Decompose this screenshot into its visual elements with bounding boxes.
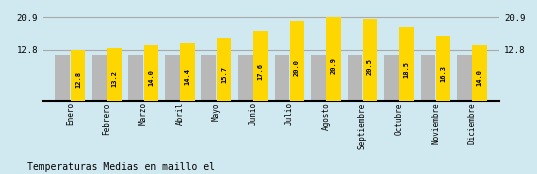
Bar	[473, 45, 487, 101]
Bar	[363, 19, 378, 101]
Text: Temperaturas Medias en maillo el: Temperaturas Medias en maillo el	[27, 162, 215, 172]
Text: 14.0: 14.0	[148, 69, 154, 86]
Bar	[253, 31, 268, 101]
Bar	[311, 55, 325, 101]
Bar	[238, 55, 252, 101]
Text: 12.8: 12.8	[75, 71, 81, 88]
Text: 14.4: 14.4	[185, 68, 191, 85]
Bar	[55, 55, 70, 101]
Bar	[326, 17, 341, 101]
Bar	[457, 55, 471, 101]
Bar	[436, 36, 451, 101]
Text: 20.0: 20.0	[294, 59, 300, 76]
Bar	[217, 38, 231, 101]
Text: 16.3: 16.3	[440, 65, 446, 82]
Bar	[347, 55, 362, 101]
Bar	[165, 55, 179, 101]
Bar	[201, 55, 216, 101]
Text: 18.5: 18.5	[404, 61, 410, 78]
Bar	[180, 43, 195, 101]
Text: 17.6: 17.6	[258, 63, 264, 80]
Bar	[290, 21, 304, 101]
Bar	[144, 45, 158, 101]
Bar	[384, 55, 398, 101]
Bar	[71, 50, 85, 101]
Bar	[128, 55, 143, 101]
Bar	[420, 55, 435, 101]
Text: 15.7: 15.7	[221, 66, 227, 83]
Bar	[274, 55, 289, 101]
Text: 13.2: 13.2	[112, 70, 118, 87]
Text: 14.0: 14.0	[477, 69, 483, 86]
Bar	[107, 48, 122, 101]
Bar	[92, 55, 106, 101]
Bar	[400, 27, 414, 101]
Text: 20.9: 20.9	[331, 57, 337, 74]
Text: 20.5: 20.5	[367, 58, 373, 75]
